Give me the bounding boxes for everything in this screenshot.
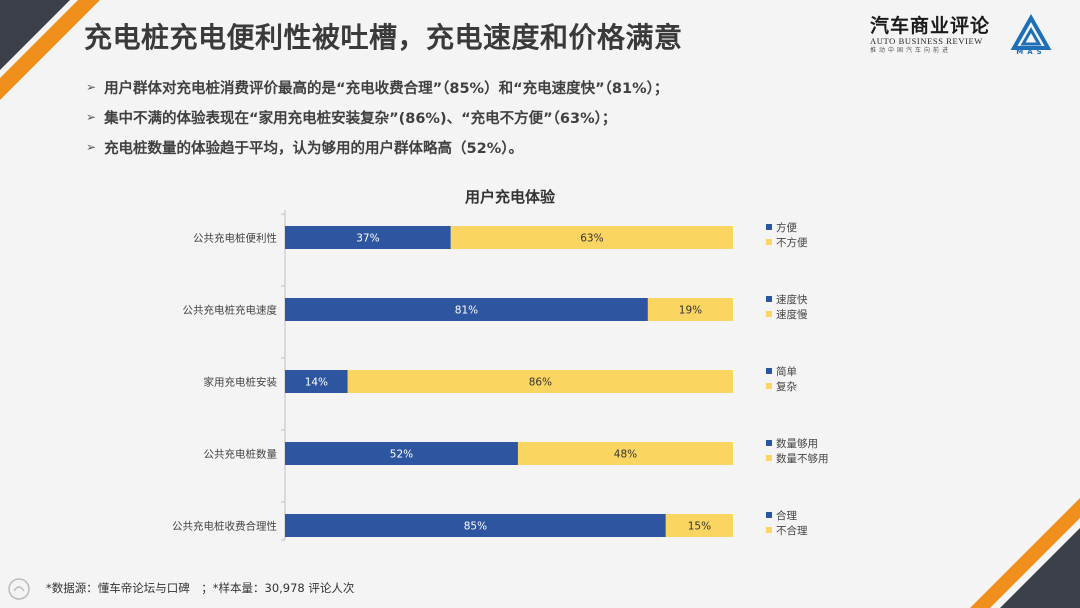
data-label: 48% [614,449,637,461]
data-label: 81% [455,305,478,317]
legend-swatch [766,455,772,461]
legend-label: 方便 [776,221,797,234]
bullet-text: 用户群体对充电桩消费评价最高的是“充电收费合理”（85%）和“充电速度快”（81… [104,80,669,97]
brand-logo: 汽车商业评论 AUTO BUSINESS REVIEW 推动中国汽车向前进 [870,15,995,55]
category-label: 公共充电桩充电速度 [183,304,278,317]
legend-swatch [766,440,772,446]
bar-segment [285,298,648,321]
data-label: 14% [305,377,328,389]
legend-label: 速度慢 [776,308,808,321]
legend-swatch [766,368,772,374]
data-label: 85% [464,521,487,533]
watermark-icon [8,578,30,600]
data-label: 15% [688,521,711,533]
legend-label: 复杂 [776,380,797,393]
bar-segment [347,370,733,393]
data-label: 86% [529,377,552,389]
brand-name-en: AUTO BUSINESS REVIEW [870,36,983,46]
arrow-bullet-icon: ➢ [86,80,97,94]
legend-swatch [766,383,772,389]
legend-swatch [766,512,772,518]
category-label: 公共充电桩数量 [204,448,278,461]
legend-swatch [766,311,772,317]
legend-label: 合理 [776,509,797,522]
bar-segment [517,442,733,465]
data-label: 52% [390,449,413,461]
bullet-text: 集中不满的体验表现在“家用充电桩安装复杂”(86%)、“充电不方便”（63%）； [104,110,617,127]
bullet-item: ➢ 充电桩数量的体验趋于平均，认为够用的用户群体略高（52%）。 [86,132,668,162]
data-label: 37% [356,233,379,245]
data-label: 63% [580,233,603,245]
data-label: 19% [679,305,702,317]
brand-slogan: 推动中国汽车向前进 [870,47,952,54]
legend-swatch [766,527,772,533]
bullet-text: 充电桩数量的体验趋于平均，认为够用的用户群体略高（52%）。 [104,140,524,157]
corner-decoration-top-left [0,0,100,100]
data-source-footnote: *数据源：懂车帝论坛与口碑 ；*样本量：30,978 评论人次 [46,581,355,595]
bar-segment [285,442,518,465]
legend-label: 数量不够用 [776,452,829,465]
legend-swatch [766,239,772,245]
corner-decoration-bottom-right [970,498,1080,608]
category-label: 家用充电桩安装 [204,376,278,389]
legend-label: 简单 [776,365,797,378]
summary-bullets: ➢ 用户群体对充电桩消费评价最高的是“充电收费合理”（85%）和“充电速度快”（… [86,72,668,162]
page-title: 充电桩充电便利性被吐槽，充电速度和价格满意 [84,21,683,54]
bar-segment [647,298,733,321]
legend-label: 不方便 [776,236,808,249]
legend-swatch [766,224,772,230]
legend-label: 不合理 [776,524,808,537]
stacked-bar-chart: 用户充电体验公共充电桩便利性 37% 方便 63% 不方便公共充电桩充电速度 81% 速度快… [0,180,1080,560]
bar-segment [285,514,666,537]
legend-swatch [766,296,772,302]
bullet-item: ➢ 集中不满的体验表现在“家用充电桩安装复杂”(86%)、“充电不方便”（63%… [86,102,668,132]
bullet-item: ➢ 用户群体对充电桩消费评价最高的是“充电收费合理”（85%）和“充电速度快”（… [86,72,668,102]
chart-title: 用户充电体验 [465,188,556,206]
bar-segment [450,226,733,249]
arrow-bullet-icon: ➢ [86,110,97,124]
legend-label: 数量够用 [776,437,818,450]
legend-label: 速度快 [776,293,808,306]
brand-name-cn: 汽车商业评论 [870,15,991,37]
mas-label: MAS [1016,48,1046,56]
category-label: 公共充电桩收费合理性 [172,520,277,533]
category-label: 公共充电桩便利性 [193,232,277,245]
bar-segment [285,226,451,249]
mas-logo-icon [1010,14,1052,50]
arrow-bullet-icon: ➢ [86,140,97,154]
bar-segment [285,370,348,393]
bar-segment [665,514,733,537]
